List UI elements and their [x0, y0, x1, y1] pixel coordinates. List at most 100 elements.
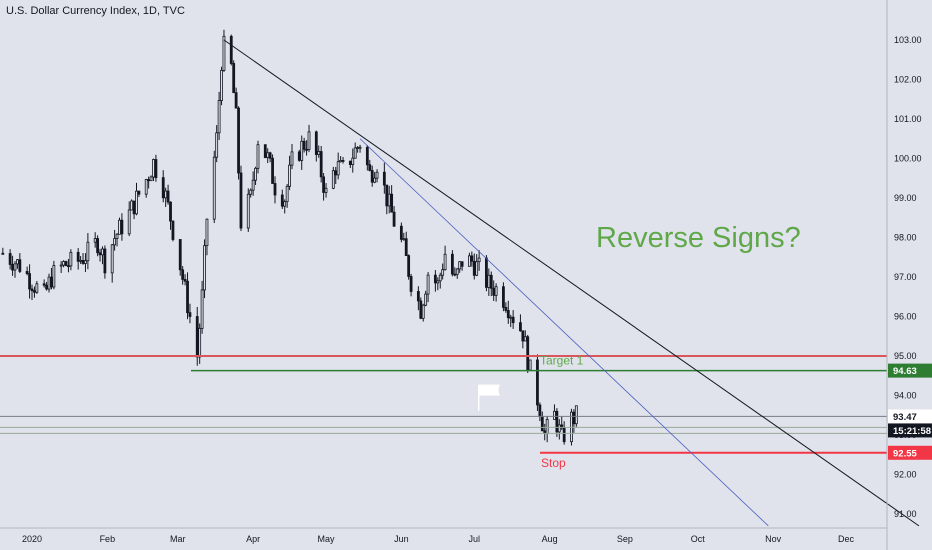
- candle-body: [113, 238, 117, 246]
- candle-body: [458, 261, 462, 270]
- candle-body: [521, 330, 525, 342]
- candle-body: [256, 144, 260, 169]
- target-label: Target 1: [540, 354, 584, 368]
- candle-body: [443, 253, 447, 271]
- x-tick-label: May: [318, 534, 336, 544]
- candle-body: [322, 176, 326, 193]
- candle-body: [441, 269, 445, 276]
- candle-body: [198, 327, 202, 358]
- candle-body: [416, 291, 420, 302]
- candle-body: [300, 140, 304, 161]
- candle-body: [76, 251, 80, 262]
- candle-body: [64, 261, 68, 267]
- candle-body: [285, 185, 289, 203]
- x-tick-label: Oct: [691, 534, 706, 544]
- candle-body: [453, 273, 457, 276]
- candle-body: [13, 263, 17, 271]
- candle-body: [314, 131, 318, 155]
- y-tick-label: 96.00: [894, 312, 917, 322]
- candle-body: [339, 160, 343, 163]
- candle-body: [475, 261, 479, 276]
- chart-title: U.S. Dollar Currency Index, 1D, TVC: [6, 5, 185, 17]
- candle-body: [348, 160, 352, 165]
- candle-body: [536, 359, 539, 406]
- x-tick-label: Nov: [765, 534, 782, 544]
- x-tick-label: Jul: [469, 534, 481, 544]
- candle-body: [200, 289, 204, 329]
- candle-body: [81, 259, 85, 264]
- candle-body: [229, 35, 233, 64]
- candle-body: [494, 286, 498, 296]
- x-tick-label: Feb: [100, 534, 116, 544]
- candle-body: [353, 147, 357, 159]
- candle-body: [30, 288, 34, 291]
- candle-body: [404, 238, 408, 256]
- candle-body: [455, 268, 459, 275]
- candle-body: [528, 359, 532, 371]
- candle-body: [169, 201, 172, 222]
- candle-body: [205, 218, 209, 247]
- candle-body: [171, 220, 175, 240]
- candle-body: [370, 170, 374, 183]
- candle-body: [132, 200, 136, 215]
- candle-body: [8, 253, 12, 265]
- stop-label: Stop: [541, 456, 566, 470]
- candle-body: [164, 190, 168, 199]
- x-tick-label: Jun: [394, 534, 409, 544]
- x-tick-label: Dec: [838, 534, 855, 544]
- candle-body: [526, 336, 530, 371]
- candle-body: [562, 427, 566, 443]
- candle-body: [268, 152, 272, 159]
- stop-price-badge-bg: [888, 445, 932, 460]
- candle-body: [98, 252, 102, 256]
- y-tick-label: 102.00: [894, 75, 922, 85]
- candle-body: [47, 276, 51, 290]
- candle-body: [356, 147, 360, 149]
- candle-body: [263, 144, 267, 158]
- candle-body: [557, 424, 561, 433]
- candle-body: [28, 273, 31, 290]
- candle-body: [402, 238, 406, 241]
- candle-body: [290, 151, 294, 166]
- candle-body: [288, 164, 291, 187]
- candle-body: [540, 415, 544, 432]
- candle-body: [570, 411, 573, 443]
- candle-body: [271, 157, 274, 184]
- candle-body: [166, 190, 170, 203]
- candle-body: [181, 269, 185, 280]
- candle-body: [232, 63, 236, 94]
- candle-body: [135, 190, 138, 215]
- candle-body: [18, 259, 22, 272]
- candle-body: [341, 160, 345, 162]
- candle-body: [93, 238, 97, 243]
- candle-body: [120, 219, 124, 235]
- price-axis: 91.0092.0093.0094.0095.0096.0097.0098.00…: [886, 0, 922, 550]
- candle-body: [266, 152, 270, 158]
- candle-body: [212, 156, 216, 220]
- y-tick-label: 103.00: [894, 35, 922, 45]
- trendlines: [223, 39, 920, 527]
- candle-body: [254, 167, 257, 181]
- candlestick-series: [1, 29, 578, 446]
- annotation-reverse-signs: Reverse Signs?: [596, 222, 801, 254]
- x-tick-label: Aug: [542, 534, 558, 544]
- candle-body: [492, 287, 496, 296]
- candle-body: [222, 35, 226, 71]
- candle-body: [392, 211, 396, 227]
- candle-body: [460, 261, 464, 267]
- candle-body: [35, 283, 39, 293]
- candle-body: [110, 244, 114, 274]
- candle-body: [59, 264, 63, 267]
- candle-body: [149, 176, 153, 182]
- candle-body: [203, 245, 206, 291]
- candle-body: [69, 251, 73, 267]
- flag-cloth: [479, 384, 500, 396]
- candle-body: [477, 257, 481, 263]
- candle-body: [16, 259, 19, 265]
- candle-body: [305, 148, 308, 151]
- candle-body: [280, 194, 284, 207]
- candle-body: [103, 248, 107, 274]
- candle-body: [572, 411, 576, 425]
- candle-body: [373, 177, 377, 183]
- y-tick-label: 97.00: [894, 272, 917, 282]
